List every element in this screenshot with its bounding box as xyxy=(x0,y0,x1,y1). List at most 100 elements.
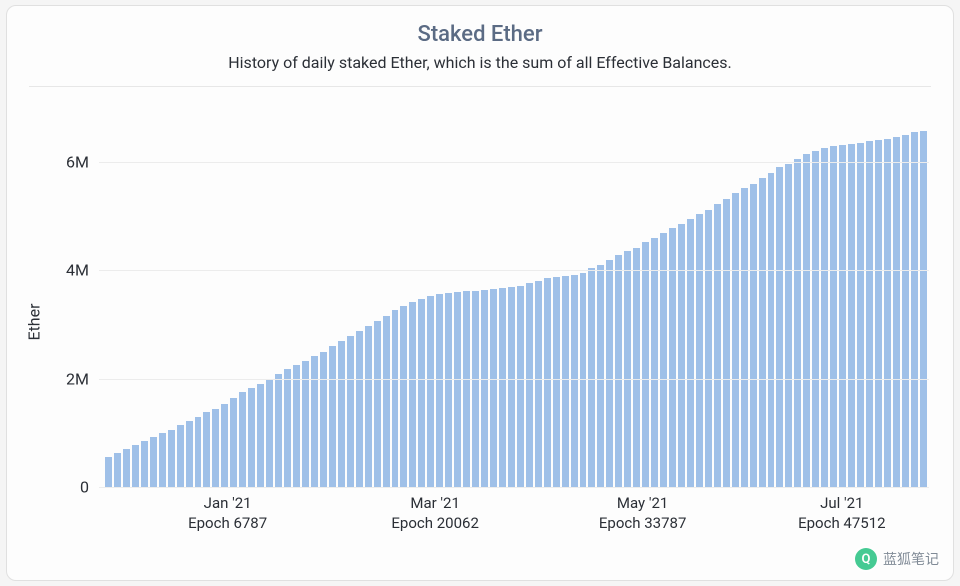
bar xyxy=(571,275,578,487)
bar xyxy=(347,336,354,487)
bar xyxy=(418,299,425,487)
bar xyxy=(114,453,121,487)
bar xyxy=(195,417,202,487)
bar xyxy=(427,296,434,487)
bar xyxy=(875,140,882,487)
bar xyxy=(481,290,488,487)
grid-line xyxy=(99,379,929,380)
bar xyxy=(186,421,193,487)
bar xyxy=(472,291,479,487)
bar xyxy=(203,412,210,487)
bar xyxy=(517,286,524,488)
bar xyxy=(633,248,640,487)
x-tick-date: May '21 xyxy=(599,493,687,513)
y-tick-label: 0 xyxy=(80,478,89,497)
chart-subtitle: History of daily staked Ether, which is … xyxy=(29,53,931,72)
chart-area: Ether 02M4M6M Jan '21Epoch 6787Mar '21Ep… xyxy=(49,97,929,547)
bar xyxy=(553,277,560,487)
bar xyxy=(759,178,766,487)
bar xyxy=(177,425,184,487)
divider xyxy=(29,86,931,87)
bar xyxy=(445,293,452,487)
bar xyxy=(866,141,873,487)
bar xyxy=(785,164,792,487)
x-axis: Jan '21Epoch 6787 Mar '21Epoch 20062 May '… xyxy=(99,487,929,547)
bar xyxy=(902,135,909,487)
bar xyxy=(705,210,712,487)
bar xyxy=(499,288,506,487)
bar xyxy=(794,159,801,487)
bar xyxy=(284,369,291,487)
bar xyxy=(624,251,631,487)
bar xyxy=(168,430,175,487)
bar xyxy=(678,224,685,487)
bar xyxy=(275,374,282,487)
bar xyxy=(920,131,927,487)
bar xyxy=(212,409,219,487)
bar xyxy=(383,316,390,487)
grid-line xyxy=(99,162,929,163)
bar xyxy=(436,294,443,487)
bar xyxy=(159,433,166,487)
bar xyxy=(230,398,237,487)
bar xyxy=(248,388,255,487)
bar xyxy=(696,214,703,487)
bar xyxy=(365,326,372,487)
bar xyxy=(535,281,542,487)
bar xyxy=(687,219,694,487)
bar xyxy=(884,139,891,487)
bar xyxy=(669,228,676,487)
bar xyxy=(409,302,416,487)
bar xyxy=(123,449,130,487)
bar xyxy=(732,193,739,487)
bar xyxy=(848,144,855,487)
bar xyxy=(750,184,757,487)
bar xyxy=(320,352,327,487)
bar xyxy=(132,445,139,487)
chart-card: Staked Ether History of daily staked Eth… xyxy=(6,5,954,581)
x-tick-date: Jan '21 xyxy=(188,493,267,513)
bar xyxy=(257,384,264,487)
bar xyxy=(392,310,399,487)
bar xyxy=(221,404,228,487)
x-tick-label: Jan '21Epoch 6787 xyxy=(188,493,267,534)
x-tick-date: Mar '21 xyxy=(391,493,479,513)
bar xyxy=(776,167,783,487)
grid-line xyxy=(99,270,929,271)
x-tick-epoch: Epoch 47512 xyxy=(798,513,886,533)
bar xyxy=(839,145,846,487)
bar xyxy=(857,143,864,487)
bar xyxy=(768,173,775,487)
bar xyxy=(239,392,246,487)
bar xyxy=(338,341,345,487)
bar xyxy=(544,278,551,487)
bar xyxy=(508,287,515,487)
bar xyxy=(266,379,273,487)
plot-region: 02M4M6M xyxy=(99,97,929,487)
bar xyxy=(463,291,470,487)
bar xyxy=(803,154,810,487)
bar xyxy=(526,283,533,487)
y-tick-label: 4M xyxy=(66,261,89,280)
bar xyxy=(741,188,748,487)
bar xyxy=(141,441,148,487)
x-tick-label: Jul '21Epoch 47512 xyxy=(798,493,886,534)
watermark-text: 蓝狐笔记 xyxy=(883,549,939,569)
bar xyxy=(454,292,461,487)
bar xyxy=(311,356,318,487)
bar xyxy=(893,137,900,487)
bar xyxy=(400,306,407,487)
bar xyxy=(490,289,497,487)
x-tick-label: Mar '21Epoch 20062 xyxy=(391,493,479,534)
y-tick-label: 6M xyxy=(66,153,89,172)
bar xyxy=(723,199,730,487)
y-axis-label: Ether xyxy=(25,303,44,340)
y-tick-label: 2M xyxy=(66,369,89,388)
chart-title: Staked Ether xyxy=(29,22,931,47)
x-tick-date: Jul '21 xyxy=(798,493,886,513)
watermark-badge-icon: Q xyxy=(855,548,877,570)
bar xyxy=(374,321,381,487)
bar xyxy=(562,276,569,487)
x-tick-epoch: Epoch 20062 xyxy=(391,513,479,533)
bar xyxy=(580,273,587,488)
